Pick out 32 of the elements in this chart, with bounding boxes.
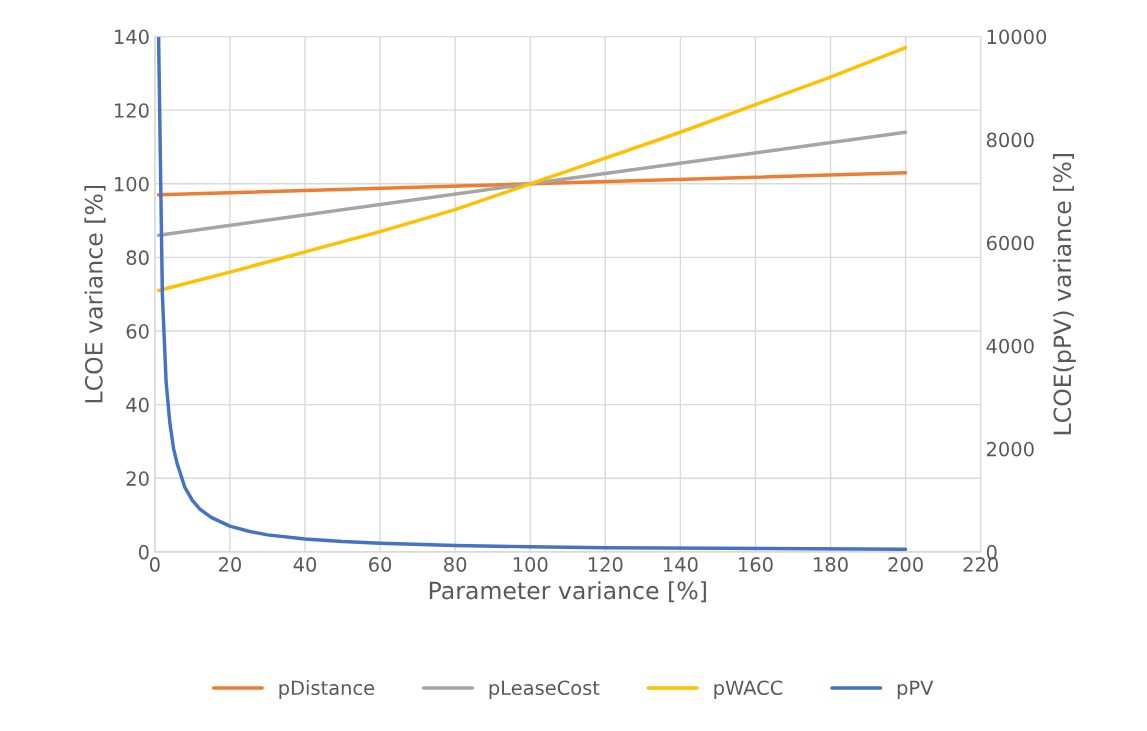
y-axis-title: LCOE variance [%] [84, 185, 106, 403]
x-axis-title: Parameter variance [%] [429, 581, 706, 603]
y-tick-label: 140 [115, 29, 149, 45]
y2-tick-label: 4000 [986, 338, 1034, 354]
y2-tick-label: 2000 [986, 441, 1034, 457]
x-tick-label: 120 [588, 557, 623, 572]
y2-tick-label: 10000 [987, 29, 1047, 45]
x-tick-label: 20 [218, 557, 241, 572]
y-tick-label: 0 [138, 544, 149, 560]
legend-label: pDistance [279, 680, 375, 699]
y-tick-label: 80 [126, 250, 149, 266]
y-tick-label: 60 [126, 323, 149, 339]
x-tick-label: 160 [739, 557, 773, 572]
line-series [156, 45, 908, 293]
x-tick-label: 140 [663, 557, 698, 572]
x-tick-label: 80 [444, 557, 467, 572]
legend-label: pPV [897, 680, 934, 699]
x-tick-label: 100 [513, 557, 548, 572]
y-tick-label: 120 [115, 103, 149, 118]
y-tick-label: 100 [115, 176, 149, 192]
y-tick-label: 40 [126, 397, 149, 413]
y2-axis-title: LCOE(pPV) variance [%] [1052, 154, 1076, 435]
y2-tick-label: 8000 [986, 132, 1034, 148]
x-tick-label: 0 [149, 557, 160, 572]
x-tick-label: 200 [888, 557, 923, 572]
y2-tick-label: 6000 [986, 235, 1034, 251]
legend-label: pLeaseCost [489, 680, 600, 699]
x-tick-label: 60 [369, 557, 392, 572]
x-tick-label: 180 [814, 557, 848, 572]
x-tick-label: 40 [293, 557, 317, 572]
legend-label: pWACC [714, 680, 783, 699]
y-tick-label: 20 [126, 471, 149, 486]
